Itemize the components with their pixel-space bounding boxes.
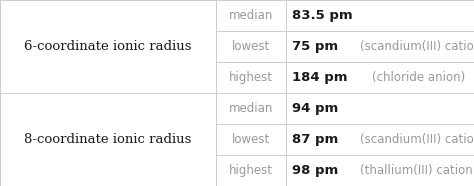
- Text: median: median: [228, 102, 273, 115]
- Text: 94 pm: 94 pm: [292, 102, 338, 115]
- Text: 75 pm: 75 pm: [292, 40, 337, 53]
- Text: 83.5 pm: 83.5 pm: [292, 9, 352, 22]
- Text: 87 pm: 87 pm: [292, 133, 338, 146]
- Text: (chloride anion): (chloride anion): [372, 71, 465, 84]
- Text: lowest: lowest: [232, 133, 270, 146]
- Text: lowest: lowest: [232, 40, 270, 53]
- Text: 98 pm: 98 pm: [292, 164, 338, 177]
- Text: highest: highest: [229, 164, 273, 177]
- Text: (thallium(III) cation): (thallium(III) cation): [360, 164, 474, 177]
- Text: median: median: [228, 9, 273, 22]
- Text: (scandium(III) cation): (scandium(III) cation): [360, 133, 474, 146]
- Text: highest: highest: [229, 71, 273, 84]
- Text: 6-coordinate ionic radius: 6-coordinate ionic radius: [24, 40, 191, 53]
- Text: (scandium(III) cation): (scandium(III) cation): [360, 40, 474, 53]
- Text: 184 pm: 184 pm: [292, 71, 347, 84]
- Text: 8-coordinate ionic radius: 8-coordinate ionic radius: [24, 133, 191, 146]
